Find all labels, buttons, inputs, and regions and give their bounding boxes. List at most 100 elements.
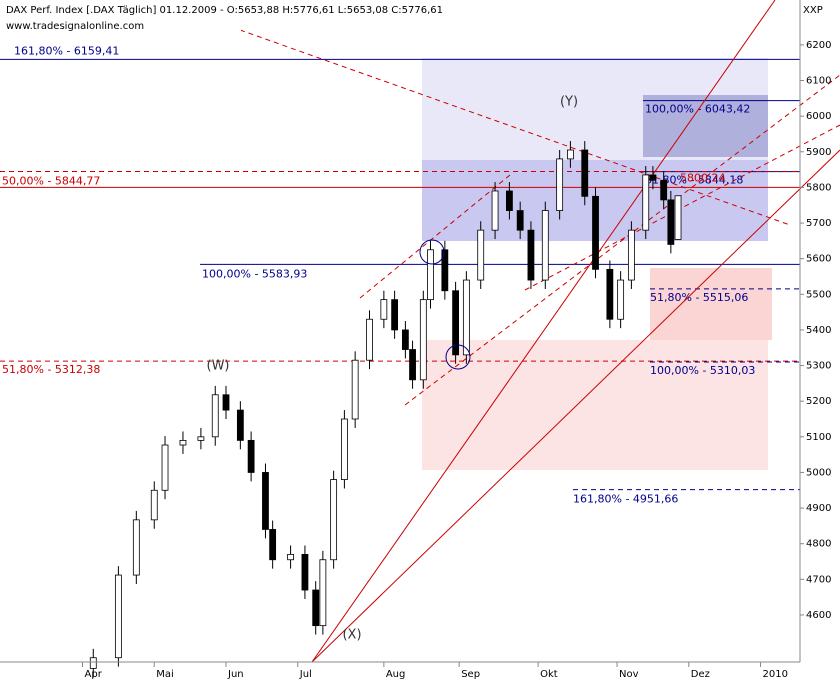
candle-body — [391, 299, 399, 331]
level-label: 100,00% - 5583,93 — [202, 267, 307, 280]
candle-body — [269, 529, 277, 561]
marker-circle — [445, 344, 471, 370]
candle-body — [351, 359, 359, 420]
x-tick-label: 2010 — [763, 669, 788, 680]
candle-body — [89, 657, 97, 669]
candle-body — [262, 472, 269, 530]
y-tick-label: 4700 — [806, 574, 831, 585]
level-label: 61,80% - 5844,18 — [645, 174, 743, 187]
level-label: 100,00% - 5310,03 — [650, 364, 755, 377]
y-tick-label: 6000 — [806, 111, 831, 122]
candle-body — [197, 436, 205, 441]
y-tick-label: 5800 — [806, 182, 831, 193]
x-tick-label: Jul — [299, 669, 312, 680]
candle-body — [527, 229, 535, 281]
level-label: 161,80% - 6159,41 — [14, 44, 119, 57]
wave-label: (W) — [207, 359, 230, 374]
y-tick-label: 4800 — [806, 539, 831, 550]
levels: 161,80% - 6159,41 100,00% - 6043,42 61,80%… — [0, 44, 800, 506]
candle-body — [581, 149, 589, 197]
candle-body — [419, 299, 427, 381]
y-tick-label: 5700 — [806, 218, 831, 229]
level-label: 100,00% - 6043,42 — [645, 103, 750, 116]
candle-body — [179, 439, 187, 446]
x-tick-label: Sep — [461, 669, 480, 680]
channel-line — [404, 74, 840, 406]
candle-body — [366, 318, 373, 361]
candle-body — [667, 199, 675, 245]
trend-lines — [239, 0, 840, 663]
y-tick-label: 4600 — [806, 610, 831, 621]
candle-body — [441, 249, 449, 292]
candle-body — [592, 195, 599, 270]
x-tick-label: Nov — [619, 669, 639, 680]
level-label: 51,80% - 5312,38 — [2, 363, 100, 376]
candle-body — [674, 195, 682, 240]
candle-body — [401, 329, 409, 350]
candle-body — [660, 179, 668, 201]
candle-body — [211, 394, 219, 438]
candle-body — [516, 210, 524, 231]
y-tick-label: 5300 — [806, 361, 831, 372]
candle-body — [649, 174, 657, 181]
level-label: 5800,24 — [680, 171, 726, 184]
axis-label: XXP — [803, 5, 823, 16]
candle-body — [627, 229, 635, 281]
candle-body — [380, 299, 388, 320]
level-label: 161,80% - 4951,66 — [573, 493, 678, 506]
y-tick-label: 5400 — [806, 325, 831, 336]
candles — [89, 141, 682, 678]
y-tick-label: 5100 — [806, 432, 831, 443]
trend-line — [311, 0, 776, 663]
trend-line — [311, 149, 840, 663]
x-tick-label: Aug — [386, 669, 406, 680]
candle-body — [312, 589, 320, 627]
candle-body — [606, 268, 614, 320]
y-tick-label: 6200 — [806, 40, 831, 51]
candle-body — [247, 439, 255, 473]
wave-label: (Y) — [560, 95, 578, 110]
candle-body — [132, 519, 140, 576]
y-tick-label: 5000 — [806, 467, 831, 478]
candle-body — [301, 553, 309, 591]
candle-body — [452, 290, 460, 356]
candle-body — [617, 279, 625, 320]
x-tick-label: Jun — [227, 669, 244, 680]
x-tick-label: Mai — [156, 669, 174, 680]
header: DAX Perf. Index [.DAX Täglich] 01.12.200… — [6, 5, 443, 16]
candle-body — [222, 394, 230, 411]
y-tick-label: 5900 — [806, 147, 831, 158]
y-tick-label: 5200 — [806, 396, 831, 407]
channel-line — [239, 29, 791, 226]
x-tick-label: Apr — [85, 669, 103, 680]
candle-body — [427, 249, 434, 301]
candle-body — [236, 409, 244, 441]
candle-body — [287, 553, 294, 561]
candle-body — [409, 349, 416, 381]
candle-body — [556, 158, 564, 211]
wave-label: (X) — [342, 628, 361, 643]
marker-circle — [419, 239, 445, 265]
y-tick-label: 5500 — [806, 289, 831, 300]
candle-body — [477, 229, 485, 281]
candle-body — [150, 489, 158, 521]
source: www.tradesignalonline.com — [6, 21, 144, 32]
candle-body — [506, 190, 513, 211]
candle-body — [114, 574, 122, 659]
level-label: 50,00% - 5844,77 — [2, 174, 100, 187]
candle-body — [567, 149, 574, 160]
y-tick-label: 5600 — [806, 254, 831, 265]
y-tick-label: 4900 — [806, 503, 831, 514]
candle-body — [541, 210, 549, 281]
x-tick-label: Okt — [540, 669, 558, 680]
candle-body — [642, 174, 650, 231]
candle-body — [491, 190, 499, 231]
header-bg — [1, 0, 241, 34]
y-tick-label: 6100 — [806, 76, 831, 87]
axis-ticks: 4600 4700 4800 4900 5000 5100 5200 5300 5400 5500… — [82, 40, 831, 680]
zone — [422, 340, 768, 470]
candle-body — [340, 418, 348, 480]
candle-body — [330, 479, 338, 561]
level-label: 51,80% - 5515,06 — [650, 291, 748, 304]
